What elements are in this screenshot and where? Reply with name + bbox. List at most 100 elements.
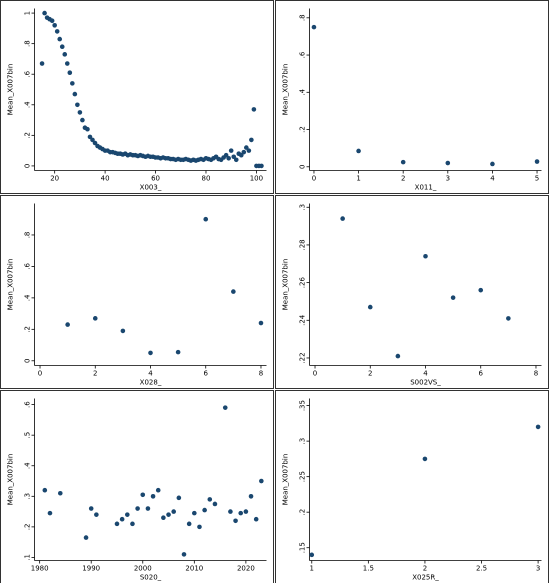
point (228, 148, 234, 153)
y-tick-label: .2 (24, 524, 32, 531)
point (186, 521, 192, 527)
y-axis-label: Mean_X007bin (7, 454, 15, 506)
y-tick-label: .2 (299, 509, 307, 516)
y-tick-label: .3 (24, 493, 32, 500)
point (87, 134, 93, 140)
point (130, 521, 135, 527)
point (478, 287, 484, 293)
point (42, 487, 48, 493)
point (395, 353, 401, 359)
point (67, 70, 73, 75)
x-tick-label: 0 (38, 370, 42, 378)
point (64, 61, 70, 66)
point (150, 494, 156, 499)
point (207, 497, 213, 502)
point (212, 501, 218, 507)
y-tick-label: .28 (299, 239, 307, 250)
y-tick-label: .5 (24, 432, 32, 439)
point (52, 23, 57, 28)
panel: .15 .2 .25 .3 .35 1 1.5 2 2.5 3 X025R_ Mean_X007bin (275, 390, 549, 583)
x-tick-label: 2 (93, 370, 97, 378)
point (49, 18, 55, 24)
x-tick-label: 80 (202, 175, 211, 183)
point (120, 328, 126, 334)
x-tick-label: 100 (250, 175, 263, 183)
point (228, 509, 233, 514)
y-tick-label: .3 (299, 438, 307, 445)
y-axis-label: Mean_X007bin (282, 64, 290, 116)
point (233, 157, 239, 163)
y-tick-label: .4 (24, 462, 32, 469)
point (367, 304, 373, 310)
panel: 0 .2 .4 .6 .8 0 1 2 3 4 5 X011_ Mean_X007bin (275, 0, 549, 194)
point (119, 516, 125, 522)
y-tick-label: .6 (24, 70, 32, 77)
point (161, 515, 166, 521)
panel-border (275, 0, 549, 194)
point (140, 492, 146, 498)
point (94, 512, 99, 517)
x-axis-label: X011_ (415, 184, 437, 192)
point (535, 424, 541, 430)
x-tick-label: 2.5 (476, 565, 487, 573)
point (243, 509, 249, 514)
x-axis-label: X028_ (140, 379, 162, 387)
point (253, 516, 259, 522)
point (490, 161, 495, 167)
y-tick-label: .24 (299, 314, 307, 326)
y-tick-label: .8 (299, 14, 307, 21)
y-tick-label: .15 (299, 542, 307, 553)
x-tick-label: 3 (536, 565, 540, 573)
point (62, 52, 68, 57)
point (226, 155, 231, 161)
y-tick-label: .35 (299, 400, 307, 411)
point (259, 478, 264, 484)
point (241, 149, 247, 155)
point (423, 253, 428, 259)
point (65, 322, 70, 327)
x-tick-label: 4 (423, 370, 428, 378)
point (135, 506, 140, 511)
y-tick-label: .1 (24, 554, 32, 561)
point (231, 154, 237, 160)
point (155, 487, 161, 493)
x-tick-label: 8 (534, 370, 538, 378)
x-tick-label: 20 (50, 175, 59, 183)
x-tick-label: 60 (151, 175, 160, 183)
point (92, 316, 98, 321)
x-axis-label: S020_ (140, 574, 162, 582)
x-axis-label: X025R_ (412, 574, 439, 582)
y-tick-label: .8 (24, 40, 32, 47)
panel-border (0, 390, 274, 583)
point (47, 510, 53, 516)
point (422, 456, 428, 462)
panel: .1 .2 .3 .4 .5 .6 1980 1990 2000 2010 2020 S020_ Mea… (0, 390, 274, 583)
point (258, 320, 264, 326)
point (114, 521, 120, 527)
point (222, 405, 228, 410)
x-tick-label: 1 (356, 175, 360, 183)
point (57, 490, 63, 496)
y-tick-label: .4 (24, 101, 32, 108)
point (249, 137, 254, 143)
x-tick-label: 2 (423, 565, 427, 573)
x-tick-label: 1980 (31, 565, 49, 573)
x-tick-label: 5 (535, 175, 539, 183)
x-tick-label: 1.5 (363, 565, 374, 573)
y-tick-label: 0 (24, 164, 32, 168)
point (72, 91, 78, 97)
point (231, 289, 236, 294)
point (251, 107, 257, 112)
point (356, 148, 361, 154)
point (311, 24, 317, 30)
panel-border (275, 195, 549, 389)
x-tick-label: 6 (479, 370, 484, 378)
y-tick-label: .26 (299, 277, 307, 289)
point (445, 160, 451, 166)
point (80, 117, 85, 123)
point (57, 36, 63, 42)
panel-border (0, 0, 274, 194)
y-tick-label: 0 (299, 165, 307, 169)
point (85, 126, 90, 132)
y-tick-label: .8 (24, 232, 32, 239)
